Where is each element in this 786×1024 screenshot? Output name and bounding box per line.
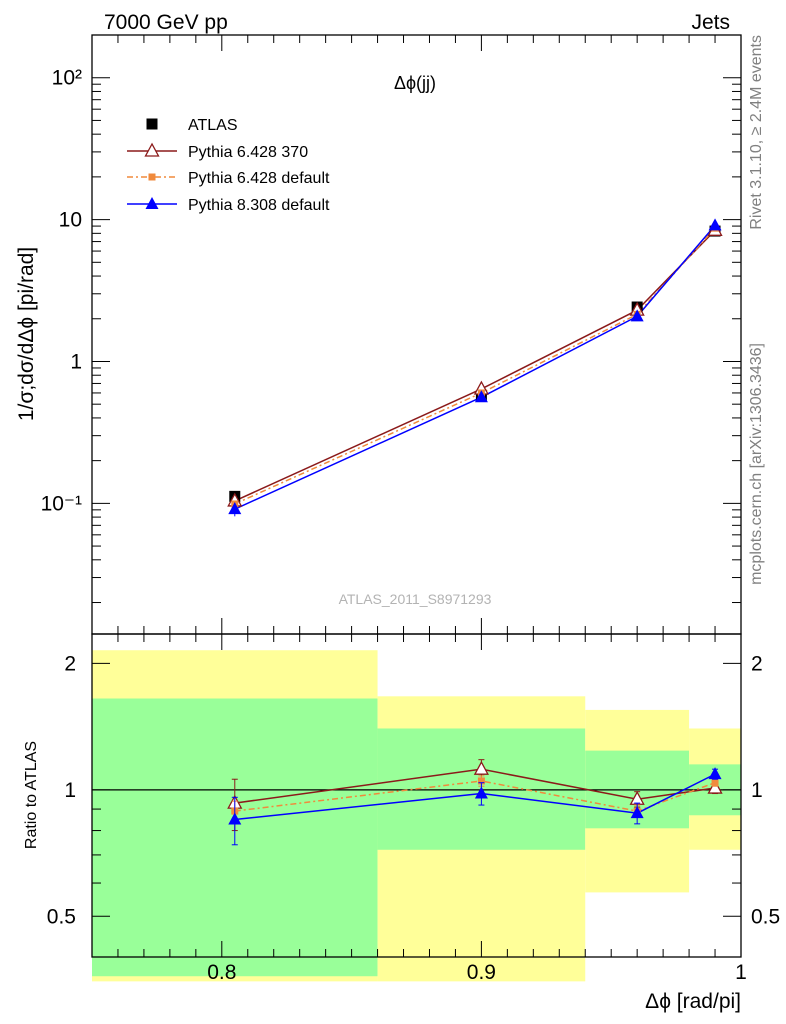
category-label: Jets (691, 11, 730, 34)
ratio-point (474, 786, 488, 799)
series-line (234, 227, 716, 505)
ratio-axis-ticks: 0.5 0.5 1 1 2 2 0.8 0.9 1 (47, 634, 780, 984)
y-tick-label: 10 (59, 209, 82, 232)
rivet-label: Rivet 3.1.10, ≥ 2.4M events (748, 35, 765, 230)
ratio-y-axis-label: Ratio to ATLAS (23, 741, 40, 849)
ratio-y-tick-label-right: 2 (751, 652, 763, 675)
mcplots-label: mcplots.cern.ch [arXiv:1306.3436] (748, 343, 765, 585)
ratio-y-tick-label: 0.5 (47, 905, 76, 928)
ratio-point (228, 812, 242, 825)
panel-title: Δϕ(jj) (394, 73, 436, 93)
legend-marker (144, 142, 160, 157)
x-tick-label: 1 (735, 961, 747, 984)
main-axis-ticks: 10⁻¹ 1 10 10² (41, 34, 742, 634)
x-axis-label: Δϕ [rad/pi] (645, 990, 741, 1013)
ratio-point (477, 777, 485, 785)
y-tick-label: 1 (70, 350, 82, 373)
ratio-y-tick-label-right: 0.5 (751, 905, 780, 928)
ratio-series-layer (227, 759, 723, 846)
ratio-uncertainty-bands (92, 650, 741, 982)
legend-entry: Pythia 8.308 default (188, 197, 330, 214)
legend: ATLAS Pythia 6.428 370 Pythia 6.428 defaul… (127, 117, 330, 214)
series-line (234, 229, 716, 502)
ratio-series-line (234, 780, 716, 812)
x-tick-label: 0.8 (207, 961, 236, 984)
legend-entry: Pythia 6.428 370 (188, 144, 308, 161)
ratio-point (708, 767, 722, 780)
data-point (228, 502, 242, 515)
ratio-point (630, 806, 644, 819)
ratio-point (473, 760, 489, 775)
y-tick-label: 10² (52, 67, 82, 90)
ratio-plot-frame (91, 633, 742, 958)
legend-marker (146, 118, 158, 130)
ratio-point (711, 779, 719, 787)
analysis-watermark: ATLAS_2011_S8971293 (339, 591, 492, 607)
ratio-y-tick-label: 1 (64, 779, 76, 802)
series-line (234, 224, 716, 510)
data-point (630, 309, 644, 322)
ratio-y-tick-label-right: 1 (751, 779, 763, 802)
data-point (708, 218, 722, 231)
ratio-point (707, 779, 723, 794)
ratio-series-line (234, 773, 716, 821)
y-tick-label: 10⁻¹ (41, 492, 82, 515)
ratio-y-tick-label: 2 (64, 652, 76, 675)
y-axis-label: 1/σ;dσ/dΔϕ [pi/rad] (15, 247, 38, 421)
legend-entry: ATLAS (188, 117, 238, 134)
collision-label: 7000 GeV pp (104, 11, 228, 34)
main-series-layer (227, 218, 723, 517)
legend-entry: Pythia 6.428 default (188, 170, 330, 187)
legend-marker (148, 173, 156, 181)
x-tick-label: 0.9 (467, 961, 496, 984)
legend-marker (145, 197, 159, 209)
data-point (474, 390, 488, 403)
